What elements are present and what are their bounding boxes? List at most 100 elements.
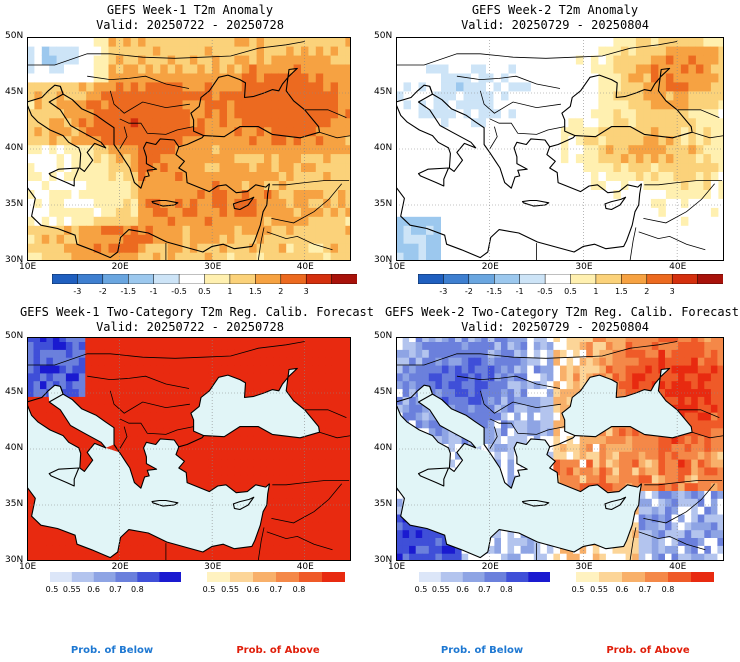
lon-label: 20E <box>481 562 499 572</box>
panel1-title-text: GEFS Week-1 T2m Anomaly <box>106 3 274 17</box>
colorbar-tick-label: 0.8 <box>661 585 675 594</box>
panel1-valid-text: Valid: 20250722 - 20250728 <box>96 18 284 32</box>
colorbar-tick-label: -0.5 <box>537 287 553 296</box>
colorbar-tick-label: 0.5 <box>202 585 216 594</box>
below-colorbar-week2 <box>419 572 550 582</box>
below-colorbar-week1 <box>50 572 181 582</box>
panel2-title-text: GEFS Week-2 T2m Anomaly <box>471 3 639 17</box>
lon-label: 10E <box>388 262 406 272</box>
colorbar-tick-label: 0.7 <box>109 585 122 594</box>
lon-label: 40E <box>296 562 314 572</box>
colorbar-tick-label: 0.6 <box>87 585 101 594</box>
colorbar-tick-label: 0.7 <box>638 585 652 594</box>
lat-label: 35N <box>374 199 393 209</box>
lat-label: 35N <box>374 499 393 509</box>
colorbar-tick-label: -3 <box>439 287 448 296</box>
lat-label: 50N <box>374 331 393 341</box>
lon-label: 30E <box>204 262 222 272</box>
colorbar-tick-label: -2 <box>464 287 473 296</box>
colorbar-tick-label: 2 <box>278 287 284 296</box>
week1-anomaly-map <box>27 37 351 261</box>
prob-below-label-left: Prob. of Below <box>70 645 154 656</box>
anomaly-colorbar-week1 <box>52 274 357 284</box>
lon-label: 20E <box>481 262 499 272</box>
lat-label: 45N <box>5 387 24 397</box>
prob-above-label-right: Prob. of Above <box>606 645 690 656</box>
colorbar-tick-label: 0.8 <box>292 585 306 594</box>
lat-label: 40N <box>374 143 393 153</box>
colorbar-tick-label: 0.55 <box>590 585 608 594</box>
week2-anomaly-map <box>396 37 724 261</box>
lon-label: 30E <box>575 262 593 272</box>
colorbar-tick-label: 0.7 <box>478 585 491 594</box>
colorbar-tick-label: 1.5 <box>614 287 628 296</box>
panel2-title: GEFS Week-2 T2m Anomaly Valid: 20250729 -… <box>385 3 725 33</box>
colorbar-tick-label: 0.8 <box>130 585 144 594</box>
lat-label: 35N <box>5 199 24 209</box>
prob-above-label-left: Prob. of Above <box>236 645 320 656</box>
colorbar-tick-label: -1.5 <box>120 287 137 296</box>
colorbar-tick-label: 0.5 <box>45 585 59 594</box>
colorbar-tick-label: 2 <box>644 287 650 296</box>
lat-label: 40N <box>374 443 393 453</box>
colorbar-tick-label: 1.5 <box>248 287 262 296</box>
colorbar-tick-label: -1 <box>515 287 524 296</box>
colorbar-tick-label: -1 <box>149 287 158 296</box>
lon-label: 40E <box>296 262 314 272</box>
lat-label: 35N <box>5 499 24 509</box>
colorbar-tick-label: 3 <box>303 287 309 296</box>
colorbar-tick-label: -3 <box>73 287 82 296</box>
lon-label: 20E <box>111 562 129 572</box>
colorbar-tick-label: 0.5 <box>414 585 428 594</box>
lon-label: 30E <box>575 562 593 572</box>
lon-label: 40E <box>669 562 687 572</box>
lat-label: 50N <box>374 31 393 41</box>
lat-label: 30N <box>5 555 24 565</box>
panel4-valid-text: Valid: 20250729 - 20250804 <box>461 320 649 334</box>
colorbar-tick-label: -1.5 <box>486 287 503 296</box>
lon-label: 10E <box>19 562 37 572</box>
lat-label: 40N <box>5 143 24 153</box>
lat-label: 30N <box>374 555 393 565</box>
lat-label: 45N <box>374 87 393 97</box>
above-colorbar-week2 <box>576 572 714 582</box>
panel2-valid-text: Valid: 20250729 - 20250804 <box>461 18 649 32</box>
colorbar-tick-label: 0.6 <box>615 585 629 594</box>
anomaly-colorbar-week2 <box>418 274 723 284</box>
panel4-title: GEFS Week-2 Two-Category T2m Reg. Calib.… <box>385 305 739 335</box>
panel3-title: GEFS Week-1 Two-Category T2m Reg. Calib.… <box>20 305 374 335</box>
colorbar-tick-label: 0.5 <box>198 287 211 296</box>
colorbar-tick-label: 0.7 <box>269 585 283 594</box>
colorbar-tick-label: 1 <box>593 287 599 296</box>
colorbar-tick-label: 3 <box>669 287 675 296</box>
panel1-title: GEFS Week-1 T2m Anomaly Valid: 20250722 -… <box>20 3 360 33</box>
colorbar-tick-label: 0.55 <box>431 585 450 594</box>
lon-label: 20E <box>111 262 129 272</box>
colorbar-tick-label: 1 <box>227 287 233 296</box>
lon-label: 40E <box>669 262 687 272</box>
week1-probability-map <box>27 337 351 561</box>
panel3-title-text: GEFS Week-1 Two-Category T2m Reg. Calib.… <box>20 305 375 319</box>
above-colorbar-week1 <box>207 572 345 582</box>
lon-label: 10E <box>388 562 406 572</box>
colorbar-tick-label: 0.55 <box>221 585 239 594</box>
panel3-valid-text: Valid: 20250722 - 20250728 <box>96 320 284 334</box>
colorbar-tick-label: 0.55 <box>62 585 81 594</box>
colorbar-tick-label: 0.8 <box>499 585 513 594</box>
colorbar-tick-label: 0.6 <box>456 585 470 594</box>
lat-label: 50N <box>5 331 24 341</box>
colorbar-tick-label: -2 <box>98 287 107 296</box>
colorbar-tick-label: 0.6 <box>246 585 260 594</box>
lat-label: 45N <box>374 387 393 397</box>
lat-label: 45N <box>5 87 24 97</box>
colorbar-tick-label: 0.5 <box>564 287 577 296</box>
lon-label: 30E <box>204 562 222 572</box>
lat-label: 30N <box>5 255 24 265</box>
lon-label: 10E <box>19 262 37 272</box>
lat-label: 40N <box>5 443 24 453</box>
prob-below-label-right: Prob. of Below <box>440 645 524 656</box>
lat-label: 30N <box>374 255 393 265</box>
lat-label: 50N <box>5 31 24 41</box>
colorbar-tick-label: 0.5 <box>571 585 585 594</box>
panel4-title-text: GEFS Week-2 Two-Category T2m Reg. Calib.… <box>385 305 740 319</box>
